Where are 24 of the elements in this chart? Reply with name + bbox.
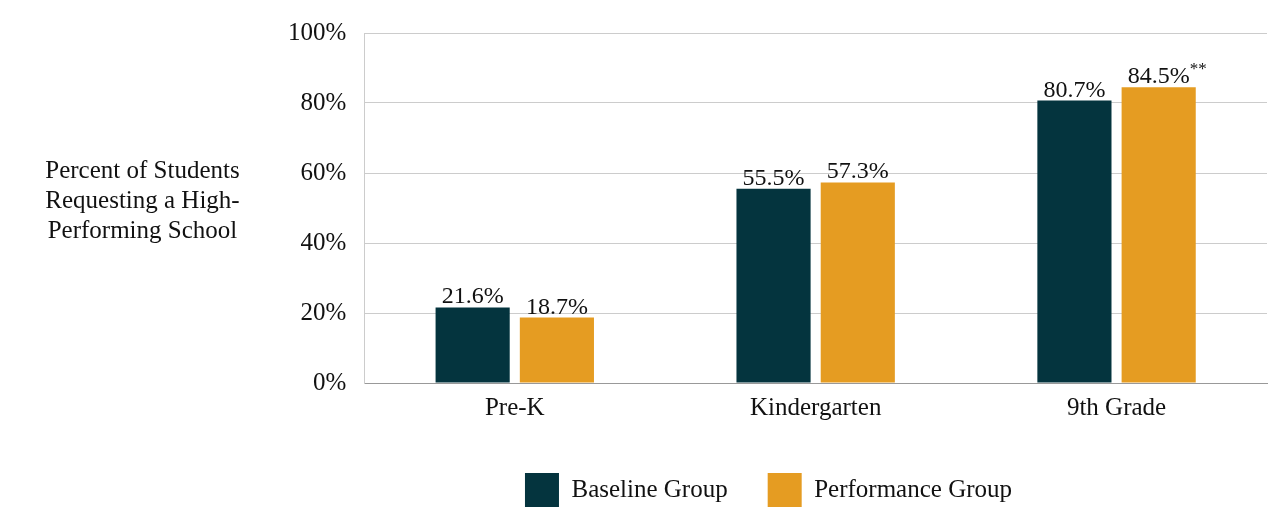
legend-label: Performance Group — [814, 474, 1013, 502]
y-tick-label: 0% — [313, 367, 347, 395]
data-label: 21.6% — [441, 282, 504, 309]
y-tick-label: 40% — [300, 227, 347, 255]
bar — [519, 317, 594, 383]
data-label: 80.7% — [1043, 75, 1106, 102]
legend-label: Baseline Group — [571, 474, 728, 502]
bar — [1037, 100, 1112, 383]
x-tick-label: Pre-K — [484, 392, 545, 420]
x-tick-label: 9th Grade — [1066, 392, 1167, 420]
bar — [1121, 87, 1196, 383]
bar — [736, 188, 811, 383]
y-axis-title: Percent of Students Requesting a High-Performing School — [44, 155, 241, 245]
data-label: 55.5% — [742, 163, 805, 190]
bar — [435, 307, 510, 383]
y-tick-label: 20% — [300, 297, 347, 325]
data-label: 84.5%** — [1127, 59, 1207, 89]
y-tick-label: 100% — [288, 17, 347, 45]
data-label: 57.3% — [826, 157, 889, 184]
y-tick-label: 80% — [300, 87, 347, 115]
bar — [820, 182, 895, 383]
x-tick-label: Kindergarten — [749, 392, 882, 420]
data-label: 18.7% — [525, 292, 588, 319]
y-tick-label: 60% — [300, 157, 347, 185]
